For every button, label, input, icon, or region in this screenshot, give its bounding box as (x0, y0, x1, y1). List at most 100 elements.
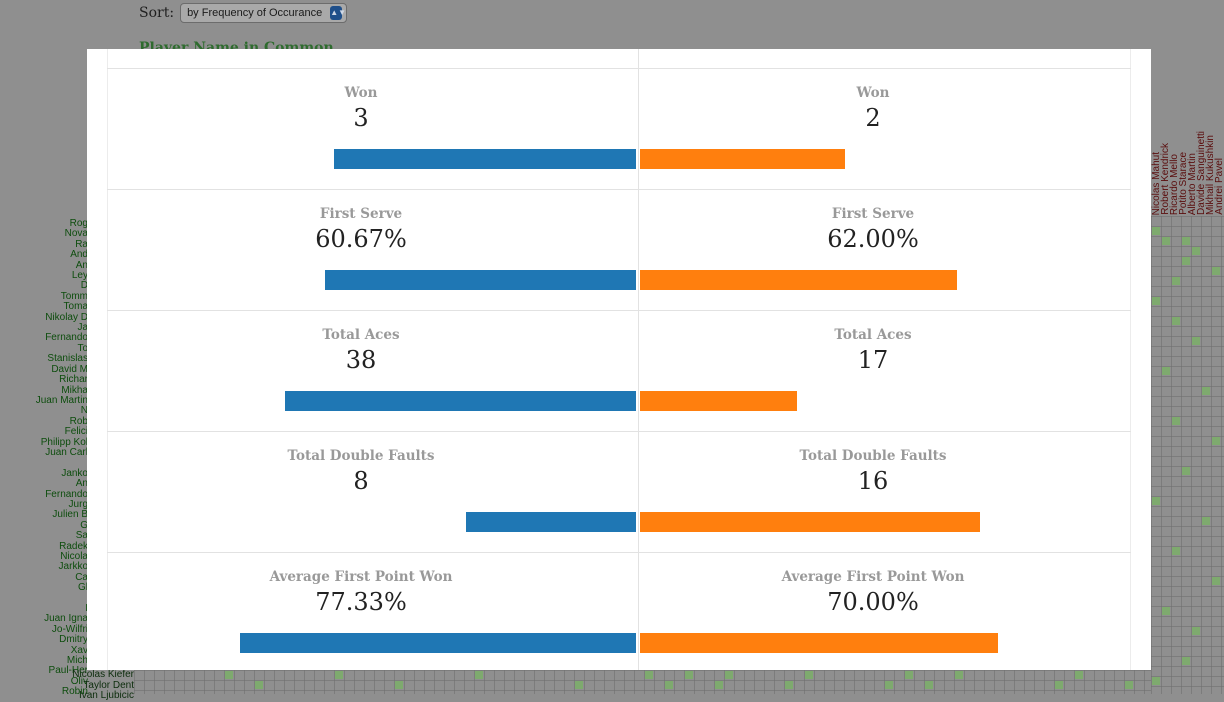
player-name-left: Fernando (45, 332, 88, 344)
stat-value-left: 3 (353, 104, 369, 132)
player-name-left: N (80, 405, 88, 417)
player-name-left: Ley (71, 270, 88, 282)
stat-row: Average First Point Won 77.33% Average Fir… (107, 552, 1131, 670)
player-name-left: Felici (64, 426, 88, 438)
player-name-left: Fernando (45, 488, 88, 500)
player-name-left: To (77, 342, 88, 354)
row-divider (107, 310, 1131, 311)
comparison-modal: Won 3 Won 2 First Serve 60.67% First Serve 62.0… (87, 49, 1151, 670)
stat-label-left: Total Aces (322, 327, 400, 343)
matrix-cell (1055, 681, 1063, 689)
matrix-cell (925, 681, 933, 689)
player-name-left (0, 594, 88, 604)
player-name-left: Julien B (52, 509, 88, 521)
player-name-left: Mikha (61, 384, 88, 396)
stat-row: Won 3 Won 2 (107, 68, 1131, 189)
matrix-cell (1152, 677, 1160, 685)
matrix-cell (1172, 277, 1180, 285)
player-name-left: G (80, 519, 88, 531)
player-name-left: Richar (59, 374, 88, 386)
player-name-left: Jo-Wilfri (51, 623, 88, 635)
matrix-cell (395, 681, 403, 689)
player-name-left: Ra (75, 238, 88, 250)
matrix-cell (1202, 517, 1210, 525)
player-name-left: Juan Martin (35, 394, 88, 406)
panel-edge-left (107, 49, 108, 670)
player-name-left: Stanislas (47, 353, 88, 365)
matrix-cell (685, 671, 693, 679)
player-name-left: Juan Igna (44, 613, 88, 625)
matrix-cell (715, 681, 723, 689)
stat-row: First Serve 60.67% First Serve 62.00% (107, 189, 1131, 310)
player-name-left: Tomm (60, 290, 88, 302)
player-name-left: Rob (69, 415, 88, 427)
stat-label-left: Average First Point Won (269, 569, 453, 585)
sort-select-value: by Frequency of Occurance (187, 7, 323, 19)
matrix-cell (1212, 577, 1220, 585)
bar-left-player (325, 270, 636, 290)
matrix-cell (1212, 437, 1220, 445)
matrix-cell (1192, 247, 1200, 255)
bar-right-player (640, 391, 797, 411)
player-name-left: Gl (78, 582, 88, 594)
matrix-cell (1172, 547, 1180, 555)
row-divider (107, 189, 1131, 190)
matrix-cell (1182, 657, 1190, 665)
bar-left-player (285, 391, 636, 411)
matrix-cell (1192, 337, 1200, 345)
stat-label-left: Total Double Faults (287, 448, 435, 464)
row-divider (107, 552, 1131, 553)
player-name-left: I (0, 603, 88, 614)
player-name-left: Robin (61, 686, 88, 698)
sort-control: Sort: by Frequency of Occurance ▲▼ (139, 3, 348, 23)
matrix-cell (1125, 681, 1133, 689)
player-name-left: Nicola (60, 551, 88, 562)
player-name-bottom: Nicolas Kiefer (72, 669, 134, 680)
matrix-cell (1162, 367, 1170, 375)
player-name-left: Ca (75, 571, 88, 583)
player-name-left: Juan Carl (45, 446, 88, 458)
matrix-cell (645, 671, 653, 679)
player-names-bottom: Nicolas Kiefer Taylor Dent Ivan Ljubicic (60, 669, 134, 702)
stat-label-left: First Serve (319, 206, 403, 222)
matrix-grid-bottom (134, 670, 1151, 694)
player-names-top: Nicolas Mahut Robert Kendrick Ricardo Mell… (1151, 130, 1224, 215)
player-name-left: Nova (64, 228, 88, 240)
stat-value-left: 38 (345, 346, 377, 374)
matrix-cell (1182, 257, 1190, 265)
stat-row: Total Double Faults 8 Total Double Faults 1… (107, 431, 1131, 552)
matrix-cell (225, 671, 233, 679)
matrix-grid-right (1151, 216, 1224, 694)
matrix-cell (335, 671, 343, 679)
stat-value-right: 62.00% (827, 225, 919, 253)
stat-value-left: 60.67% (315, 225, 407, 253)
matrix-cell (955, 671, 963, 679)
player-name-left: Janko (61, 467, 88, 479)
matrix-cell (255, 681, 263, 689)
comparison-panel: Won 3 Won 2 First Serve 60.67% First Serve 62.0… (107, 49, 1131, 670)
stat-label-right: Won (856, 85, 890, 101)
bar-right-player (640, 270, 957, 290)
matrix-cell (1152, 497, 1160, 505)
center-divider (638, 49, 639, 670)
panel-edge-right (1130, 49, 1131, 670)
matrix-cell (1182, 467, 1190, 475)
matrix-cell (1182, 237, 1190, 245)
stat-label-left: Won (344, 85, 378, 101)
sort-select[interactable]: by Frequency of Occurance ▲▼ (180, 3, 348, 23)
player-name-top: Andrei Pavel (1214, 158, 1224, 215)
stat-value-right: 2 (865, 104, 881, 132)
stat-label-right: First Serve (831, 206, 915, 222)
player-name-left: And (70, 249, 88, 261)
matrix-cell (1162, 237, 1170, 245)
bar-right-player (640, 633, 998, 653)
player-name-left: Jurg (68, 498, 88, 510)
bar-right-player (640, 149, 845, 169)
player-name-left: Radek (59, 540, 88, 552)
matrix-cell (725, 671, 733, 679)
bar-left-player (240, 633, 636, 653)
player-name-left: Xav (70, 644, 88, 656)
player-name-left: Sa (75, 530, 88, 542)
matrix-cell (885, 681, 893, 689)
